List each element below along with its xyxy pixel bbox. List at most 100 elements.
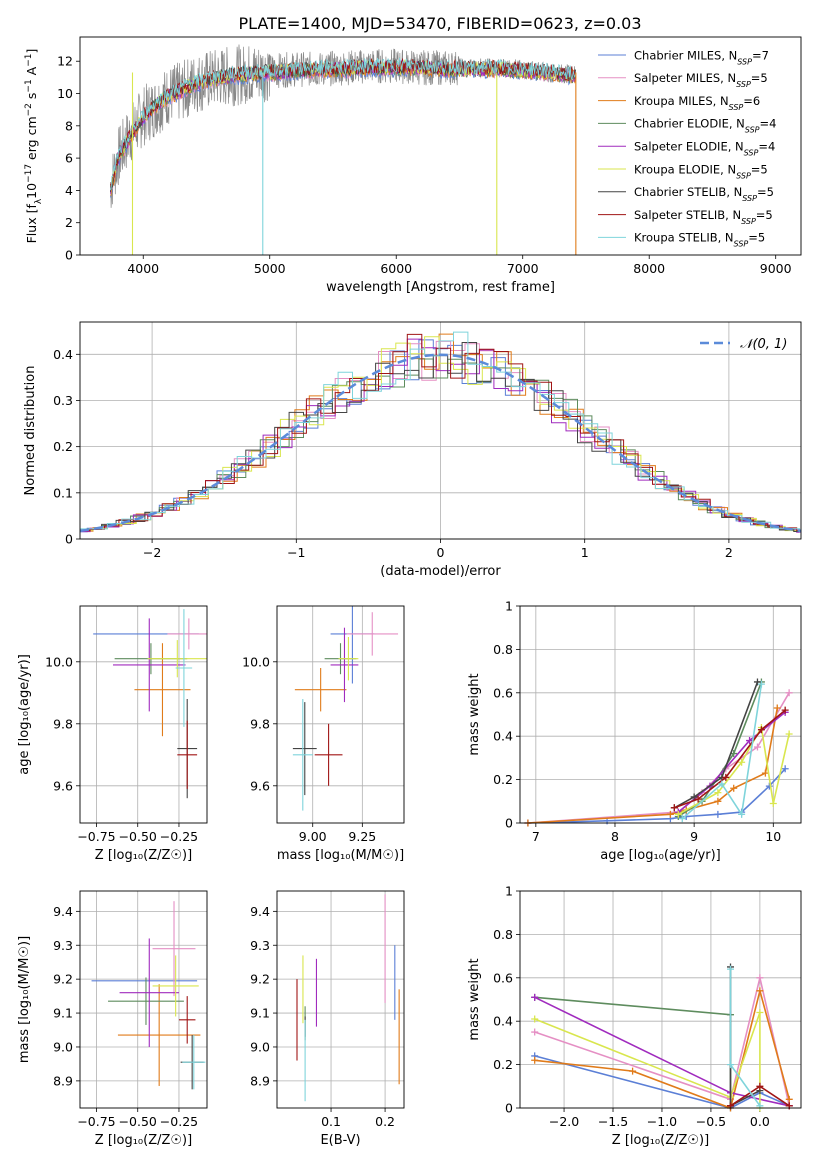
x-tick-label: 10 [765,829,781,844]
residual-hist [80,331,801,533]
spectrum-axes: 4000 5000 6000 7000 8000 9000 0 2 4 6 8 10 12 [57,54,792,276]
ebv_vs_mass-points [296,894,400,1102]
weight-line [674,681,759,809]
weight-marker [727,1061,735,1069]
y-tick-label: 9.2 [53,972,73,987]
x-tick-label: 0 [437,545,445,560]
weight-marker [666,810,674,818]
residual_hist-axes: −2 −1 0 1 2 0 0.1 0.2 0.3 0.4 [53,322,801,560]
weight-marker [756,974,764,982]
weight-marker [727,965,735,973]
mass_vs_age-points [292,606,399,811]
y-tick-label: 9.0 [250,1039,270,1054]
x-tick-label: −0.75 [77,829,115,844]
residual_hist-xlabel: (data-model)/error [380,564,501,579]
weight-marker [756,987,764,995]
spectrum-model-line [110,57,576,191]
y-tick-label: 0.2 [493,772,513,787]
weight-marker [769,799,777,807]
y-tick-label: 0.2 [53,439,73,454]
ebv_vs_mass-frame [276,890,405,1109]
legend-label: Salpeter STELIB, NSSP=5 [634,208,773,226]
x-tick-label: −0.5 [696,1114,726,1129]
spectrum-model-line [110,60,576,196]
legend-label: Salpeter MILES, NSSP=5 [634,71,768,89]
legend-tail: =5 [748,231,765,245]
x-tick-label: −2 [143,545,161,560]
x-tick-label: −0.75 [77,1114,115,1129]
x-tick-label: −0.50 [119,829,157,844]
z_vs_age-frame [79,605,208,824]
z_vs_mass-axes: −0.75 −0.50 −0.25 8.9 9.0 9.1 9.2 9.3 9.4 [53,891,207,1129]
legend-tail: =6 [743,94,760,108]
x-tick-label: 5000 [254,261,286,276]
legend-base: Salpeter STELIB, N [634,208,741,222]
x-tick-label: −1.5 [598,1114,628,1129]
z_vs_age-xlabel: Z [log₁₀(Z/Z☉)] [95,848,192,863]
x-tick-label: 0.0 [750,1114,770,1129]
age_weights-frame [519,605,802,824]
x-tick-label: −2.0 [549,1114,579,1129]
mass_vs_age-xlabel: mass [log₁₀(M/M☉)] [277,848,404,863]
ebv_vs_mass-axes: 0.1 0.2 8.9 9.0 9.1 9.2 9.3 9.4 [250,891,404,1129]
y-tick-label: 9.0 [53,1039,73,1054]
legend-label: Chabrier ELODIE, NSSP=4 [634,117,776,135]
age_weights-xlabel: age [log₁₀(age/yr)] [600,848,721,863]
legend-base: Chabrier ELODIE, N [634,117,745,131]
weight-marker [785,730,793,738]
normal-curve [80,353,801,533]
legend-base: Kroupa ELODIE, N [634,162,736,176]
weight-marker [629,1067,637,1075]
y-tick-label: 0.8 [493,642,513,657]
weight-marker [714,797,722,805]
weight-marker [781,706,789,714]
x-tick-label: 7000 [507,261,539,276]
weight-marker [531,993,539,1001]
weight-marker [730,784,738,792]
ebv_vs_mass-xlabel: E(B-V) [320,1133,360,1148]
legend-label: Chabrier STELIB, NSSP=5 [634,185,774,203]
weight-marker [757,680,765,688]
weight-marker [670,804,678,812]
weight-marker [714,789,722,797]
ylabel-part: s [24,93,39,104]
age_weights-lines [524,678,793,827]
legend-tail: =5 [757,185,774,199]
ylabel-part: ] [24,49,39,54]
y-tick-label: 0.4 [53,347,73,362]
legend-sub: SSP [745,125,760,134]
age_weights-axes: 7 8 9 10 0 0.2 0.4 0.6 0.8 1 [493,599,801,844]
y-tick-label: 10 [57,86,73,101]
hist-frame [79,321,802,540]
x-tick-label: 2 [725,545,733,560]
legend-base: Chabrier STELIB, N [634,185,742,199]
weight-marker [738,758,746,766]
y-tick-label: 9.8 [250,716,270,731]
ylabel-part: −1 [24,79,34,92]
z_weights-frame [519,890,802,1109]
weight-line [527,768,786,824]
legend-tail: =4 [758,140,775,154]
y-tick-label: 0.4 [493,1014,513,1029]
ylabel-part: Flux [f [24,204,39,244]
age_weights-ylabel: mass weight [467,673,482,755]
y-tick-label: 0.3 [53,393,73,408]
weight-marker [722,773,730,781]
ylabel-part: −17 [24,164,34,183]
x-tick-label: 9000 [760,261,792,276]
weight-line [534,1055,790,1109]
y-tick-label: 9.1 [53,1006,73,1021]
x-tick-label: 7 [532,829,540,844]
x-tick-label: 9.00 [299,829,327,844]
legend-label: Kroupa STELIB, NSSP=5 [634,231,765,249]
weight-marker [773,704,781,712]
legend-tail: =5 [751,71,768,85]
y-tick-label: 0 [65,248,73,263]
weight-marker [531,1028,539,1036]
z_vs_mass-xlabel: Z [log₁₀(Z/Z☉)] [95,1133,192,1148]
y-tick-label: 1 [505,884,513,899]
spectrum-frame [79,36,802,256]
legend-sub: SSP [736,171,751,180]
